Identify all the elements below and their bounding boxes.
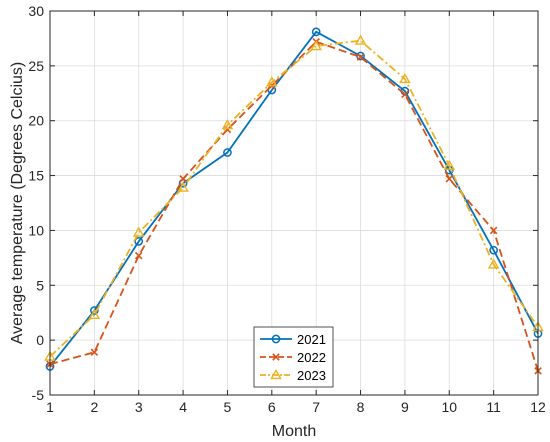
y-tick-label: 20: [28, 113, 44, 129]
data-point-2023: [443, 159, 456, 170]
legend-entry-2021: 2021: [260, 332, 326, 347]
y-tick-label: -5: [32, 387, 45, 403]
x-tick-label: 3: [135, 399, 143, 415]
y-tick-label: 0: [36, 332, 44, 348]
data-point-2022: [489, 226, 498, 235]
y-tick-label: 25: [28, 58, 44, 74]
x-tick-label: 1: [46, 399, 54, 415]
data-point-2023: [221, 119, 234, 130]
x-tick-label: 2: [90, 399, 98, 415]
legend-box: [253, 326, 334, 388]
data-point-2023: [88, 308, 101, 320]
y-tick-label: 15: [28, 168, 44, 184]
x-axis-label: Month: [272, 423, 316, 440]
data-point-2023: [177, 181, 189, 192]
legend-marker: [271, 334, 281, 344]
data-point-2021: [223, 148, 232, 157]
data-point-2023: [132, 226, 145, 237]
y-axis-label: Average temperature (Degrees Celcius): [9, 62, 26, 345]
legend-label: 2021: [297, 332, 326, 347]
data-point-2021: [489, 245, 498, 255]
x-tick-label: 4: [179, 399, 187, 415]
x-tick-label: 7: [312, 399, 320, 415]
data-point-2022: [401, 90, 409, 99]
legend-marker: [270, 368, 282, 380]
x-tick-label: 5: [224, 399, 232, 415]
x-tick-label: 6: [268, 399, 276, 415]
legend-label: 2022: [297, 350, 326, 365]
data-point-2023: [399, 73, 411, 84]
data-point-2022: [134, 251, 143, 260]
data-point-2023: [487, 258, 500, 269]
y-tick-label: 10: [28, 222, 44, 238]
x-tick-label: 10: [441, 399, 457, 415]
data-point-2023: [266, 76, 278, 87]
x-tick-label: 12: [530, 399, 546, 415]
x-tick-label: 11: [486, 399, 501, 415]
data-point-2022: [356, 53, 365, 61]
series-line-2021: [49, 30, 539, 368]
data-point-2021: [311, 27, 321, 37]
legend-marker: [272, 353, 280, 361]
series-line-2023: [49, 39, 539, 358]
legend-label: 2023: [297, 368, 326, 383]
y-tick-label: 5: [36, 277, 44, 293]
x-tick-label: 8: [357, 399, 365, 415]
legend: 2021 2022 2023: [253, 326, 334, 388]
data-point-2022: [90, 348, 99, 356]
series-layer: [44, 27, 544, 375]
data-point-2021: [134, 237, 144, 246]
data-point-2022: [179, 175, 187, 183]
data-point-2023: [354, 34, 367, 45]
y-tick-label: 30: [28, 3, 44, 19]
plot-frame: [49, 10, 539, 396]
data-point-2023: [310, 40, 322, 51]
data-point-2021: [90, 306, 99, 315]
legend-entry-2022: 2022: [260, 350, 326, 365]
legend-entry-2023: 2023: [260, 368, 326, 383]
x-tick-label: 9: [401, 399, 409, 415]
data-point-2022: [445, 175, 454, 183]
